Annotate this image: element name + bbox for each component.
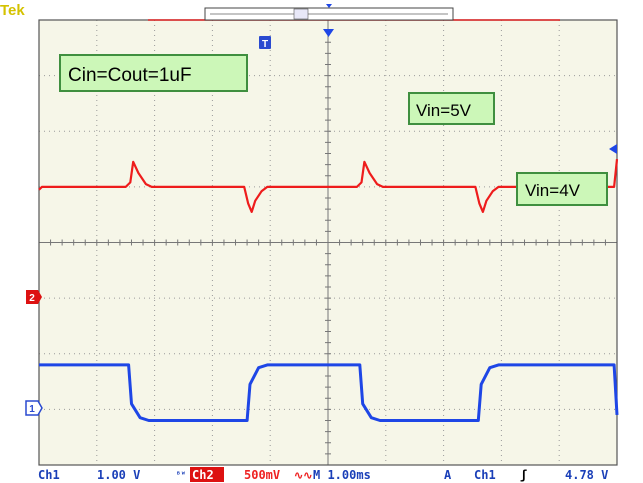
coupling-icon: ∿∿ [294, 469, 312, 482]
capacitance-annotation: Cin=Cout=1uF [59, 54, 248, 92]
status-bar: Ch1 1.00 V ᴮᵂ Ch2 500mV ∿∿ M 1.00ms A Ch… [0, 466, 643, 483]
brand-label: Tek [0, 2, 25, 19]
bandwidth-limit-icon: ᴮᵂ [176, 470, 186, 479]
ch2-waveform [38, 158, 619, 213]
record-position-bar [148, 4, 560, 21]
trigger-time-marker: T [259, 36, 271, 50]
timebase: M 1.00ms [313, 468, 371, 482]
ch2-ground-marker: 2 [26, 290, 42, 304]
graticule [38, 19, 618, 466]
ch2-label: Ch2 [192, 468, 214, 482]
trigger-mode: A [444, 468, 452, 482]
ch1-waveform [39, 363, 619, 422]
record-marker [293, 8, 309, 20]
ch1-ground-marker-label: 1 [29, 404, 35, 415]
vin-high-annotation: Vin=5V [408, 92, 495, 125]
trigger-level: 4.78 V [565, 468, 608, 482]
ch1-ground-marker: 1 [25, 400, 43, 416]
ch1-scale: 1.00 V [97, 468, 140, 482]
vin-low-annotation-text: Vin=4V [525, 181, 581, 200]
trigger-position-top-icon [326, 4, 332, 8]
ch1-label: Ch1 [38, 468, 60, 482]
trigger-slope-icon: ʃ [520, 468, 527, 482]
ch2-badge [190, 467, 224, 482]
trigger-position-arrow-icon [323, 29, 334, 37]
trigger-source: Ch1 [474, 468, 496, 482]
trigger-level-arrow-icon [609, 144, 617, 154]
trigger-time-marker-label: T [262, 39, 268, 50]
ch2-ground-marker-label: 2 [29, 293, 35, 304]
ch2-scale: 500mV [244, 468, 280, 482]
capacitance-annotation-text: Cin=Cout=1uF [68, 65, 192, 86]
vin-high-annotation-text: Vin=5V [416, 101, 472, 120]
vin-low-annotation: Vin=4V [516, 172, 608, 206]
